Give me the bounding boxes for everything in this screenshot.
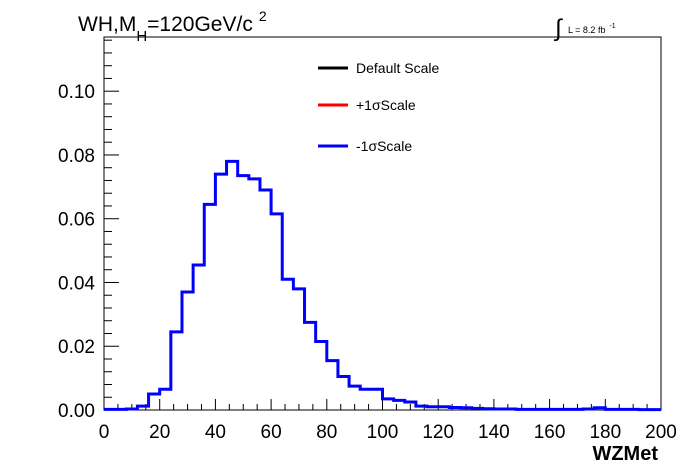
x-tick-label: 60: [261, 422, 282, 443]
series-group: [104, 159, 661, 412]
title-subscript: H: [136, 28, 147, 45]
x-axis-ticks: [103, 399, 662, 410]
x-tick-label: 180: [589, 422, 621, 443]
x-tick-label: 140: [478, 422, 510, 443]
title-main: WH,M: [78, 13, 136, 36]
y-tick-label: 0.02: [58, 337, 95, 358]
luminosity-superscript: -1: [609, 23, 615, 30]
legend-label: -1σScale: [356, 138, 412, 154]
legend-label: Default Scale: [356, 60, 439, 76]
y-axis-tick-labels: 0.00 0.02 0.04 0.06 0.08 0.10: [58, 82, 95, 422]
legend: Default Scale +1σScale -1σScale: [318, 60, 439, 154]
y-axis-ticks: [104, 39, 119, 411]
luminosity-label: L = 8.2 fb -1: [568, 23, 616, 35]
y-tick-label: 0.00: [58, 401, 95, 422]
x-tick-label: 100: [367, 422, 399, 443]
x-tick-label: 160: [534, 422, 566, 443]
y-tick-label: 0.06: [58, 210, 95, 231]
x-tick-label: 200: [645, 422, 677, 443]
chart-title: WH,MH=120GeV/c 2: [78, 8, 267, 45]
luminosity-text: L = 8.2 fb: [568, 25, 605, 35]
x-axis-label: WZMet: [592, 443, 658, 465]
x-tick-label: 120: [422, 422, 454, 443]
x-tick-label: 20: [149, 422, 170, 443]
y-tick-label: 0.08: [58, 146, 95, 167]
x-tick-label: 80: [316, 422, 337, 443]
histogram-series-line: [104, 159, 661, 412]
plot-frame: [103, 36, 662, 411]
x-axis-tick-labels: 0 20 40 60 80 100 120 140 160 180 200: [99, 422, 677, 443]
x-tick-label: 0: [99, 422, 110, 443]
y-tick-label: 0.04: [58, 273, 95, 294]
y-tick-label: 0.10: [58, 82, 95, 103]
x-tick-label: 40: [205, 422, 226, 443]
title-rest: =120GeV/c: [147, 13, 253, 36]
luminosity-integral: ∫: [553, 15, 563, 42]
title-superscript: 2: [259, 8, 267, 24]
legend-label: +1σScale: [356, 97, 416, 113]
